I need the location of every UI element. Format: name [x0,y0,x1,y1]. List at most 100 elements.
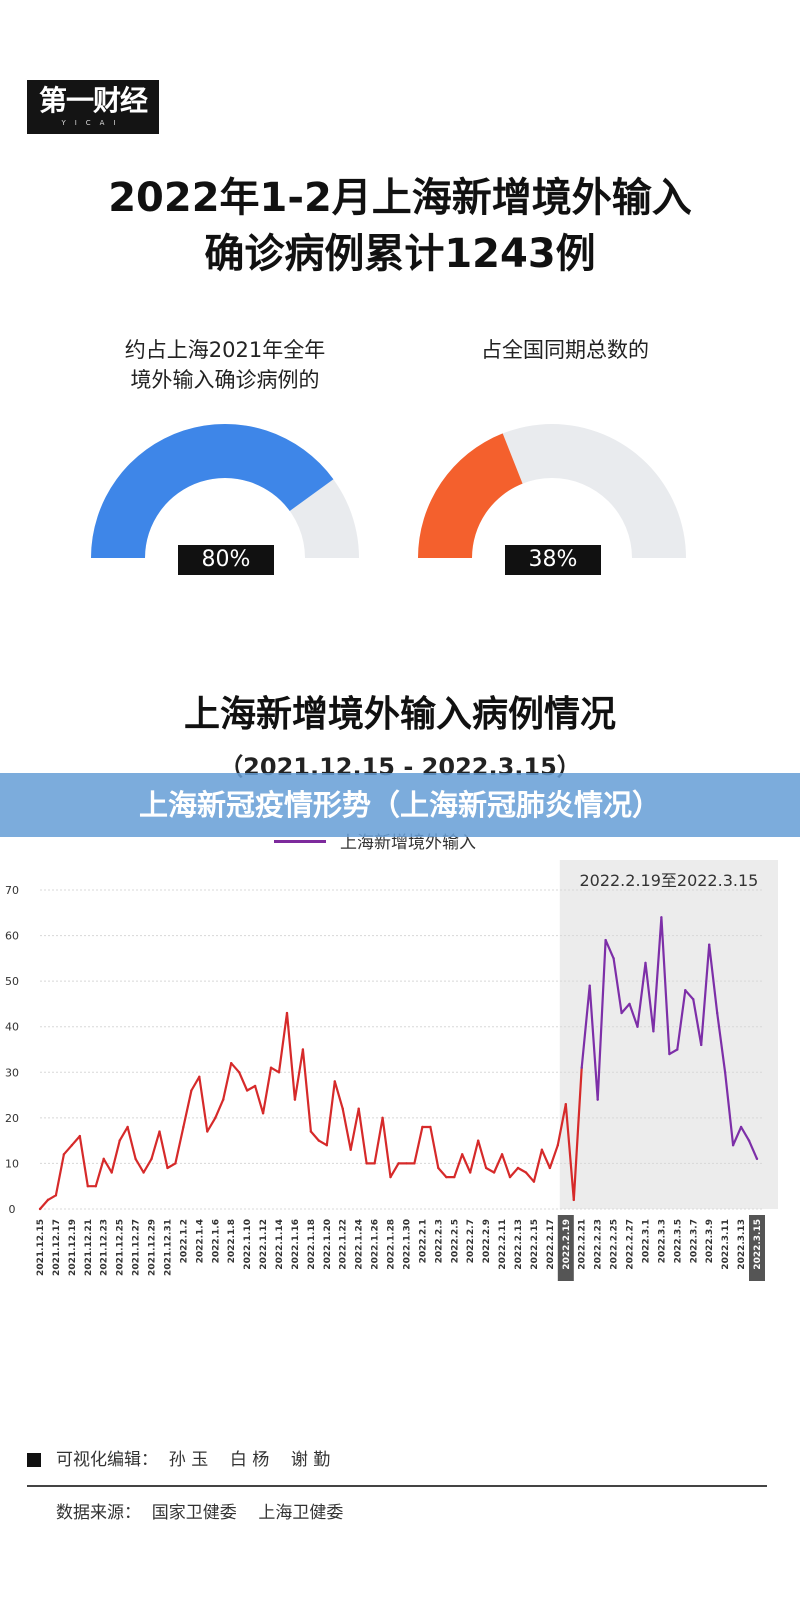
data-point [166,1166,169,1170]
data-point [190,1089,193,1092]
data-point [317,1139,321,1142]
data-point [700,1043,703,1047]
data-point [723,1071,727,1074]
data-point [461,1153,464,1156]
gauge-2-label-line2: 占全国同期总数的 [481,338,649,362]
y-tick-label: 30 [5,1066,19,1079]
data-point [429,1125,432,1129]
y-tick-label: 40 [5,1021,19,1034]
x-tick-highlight-box [557,1215,574,1281]
x-tick-label: 2022.1.20 [323,1219,333,1270]
x-tick-label: 2022.2.13 [514,1219,524,1270]
x-tick-label: 2022.1.26 [371,1219,381,1270]
data-point [237,1071,241,1074]
data-point [150,1157,153,1161]
x-tick-label: 2022.3.11 [721,1219,731,1270]
data-point [708,943,711,946]
x-tick-label: 2022.2.25 [610,1219,620,1270]
data-point [301,1048,305,1051]
data-point [747,1139,751,1142]
data-point [604,938,607,942]
data-point [94,1185,97,1188]
x-tick-label: 2022.1.24 [355,1219,365,1270]
gauge-2-label: 占全国同期总数的 [400,335,730,365]
x-tick-label: 2022.1.30 [402,1219,412,1270]
data-point [206,1130,209,1133]
gauge-1-label-line2: 境外输入确诊病例的 [130,368,320,392]
x-tick-label: 2022.2.21 [578,1219,588,1270]
data-point [437,1166,440,1170]
x-tick-label: 2022.3.5 [673,1219,683,1263]
gauge-2-value: 38% [505,545,601,575]
footer-editor-credit: 可视化编辑： 孙 玉 白 杨 谢 勤 [56,1450,331,1470]
y-tick-label: 60 [5,930,19,943]
page-overlay-banner: 上海新冠疫情形势（上海新冠肺炎情况） [0,773,800,837]
x-tick-label: 2022.1.6 [211,1219,221,1263]
data-point [325,1144,328,1147]
highlight-label: 2022.2.19至2022.3.15 [579,871,758,890]
data-point [636,1025,639,1028]
x-tick-label: 2022.2.1 [418,1219,428,1263]
data-point [540,1148,544,1151]
gauge-fill [91,424,334,558]
y-tick-label: 0 [9,1203,16,1216]
x-tick-label: 2022.1.10 [243,1219,253,1270]
data-point [245,1089,249,1092]
main-title-line2: 确诊病例累计1243例 [204,231,596,277]
x-tick-label: 2021.12.19 [68,1219,78,1276]
legend-line-swatch [274,840,326,843]
x-tick-label: 2022.3.7 [689,1219,699,1263]
x-tick-label: 2022.2.23 [594,1219,604,1270]
data-point [341,1107,344,1110]
x-tick-label: 2022.1.22 [339,1219,349,1270]
data-point [62,1153,66,1156]
y-tick-label: 20 [5,1112,19,1125]
data-point [620,1011,623,1015]
data-point [174,1162,177,1165]
data-point [54,1194,58,1197]
data-point [142,1171,145,1174]
data-point [524,1171,528,1174]
data-point [277,1071,281,1074]
gauge-1-label-line1: 约占上海2021年全年 [124,338,326,362]
data-point [508,1175,512,1179]
x-tick-label: 2022.2.5 [450,1219,460,1263]
data-point [676,1048,679,1051]
y-tick-label: 70 [5,884,19,897]
data-point [548,1166,552,1170]
main-title-line1: 2022年1-2月上海新增境外输入 [108,175,692,221]
data-point [628,1002,631,1006]
data-point [445,1175,448,1179]
data-point [38,1207,42,1211]
data-point [110,1171,113,1174]
x-tick-label: 2022.1.12 [259,1219,269,1270]
footer-data-source: 数据来源： 国家卫健委 上海卫健委 [56,1503,344,1523]
data-point [158,1130,161,1133]
x-tick-label: 2022.2.15 [530,1219,540,1270]
data-point [198,1075,201,1079]
x-tick-label: 2021.12.31 [163,1219,173,1276]
data-point [564,1102,567,1106]
data-point [293,1098,297,1101]
x-tick-label: 2022.1.18 [307,1219,317,1270]
data-point [70,1144,74,1147]
data-point [453,1175,456,1179]
data-point [389,1175,392,1179]
series-line-before [39,1011,583,1210]
data-point [588,984,591,987]
data-point [78,1134,82,1138]
x-tick-label: 2022.3.15 [753,1219,763,1270]
x-tick-label: 2021.12.15 [36,1219,46,1276]
data-point [731,1144,735,1147]
x-tick-label: 2022.1.28 [387,1219,397,1270]
gauge-1-label: 约占上海2021年全年 境外输入确诊病例的 [60,335,390,395]
x-tick-label: 2022.2.7 [466,1219,476,1263]
data-point [652,1030,655,1033]
data-point [572,1198,575,1202]
data-point [596,1098,599,1101]
data-point [373,1162,376,1165]
x-tick-label: 2022.2.9 [482,1219,492,1263]
footer-divider [27,1485,767,1487]
data-point [476,1139,480,1142]
footer-marker [27,1453,41,1467]
